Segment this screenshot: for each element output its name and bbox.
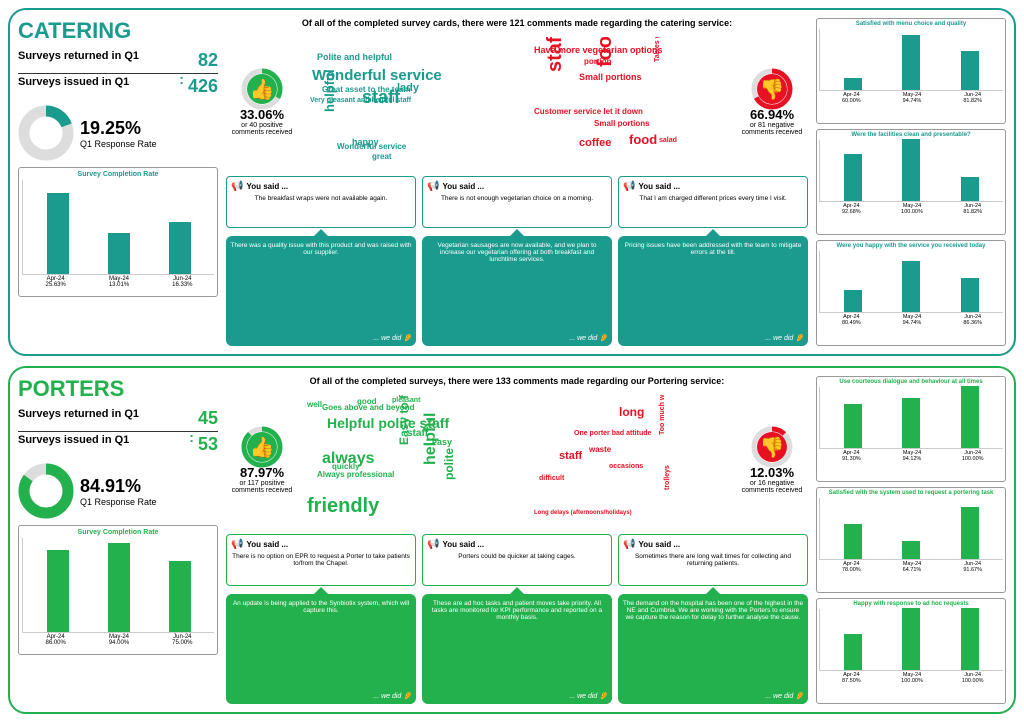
intro-text: Of all of the completed survey cards, th…	[226, 18, 808, 28]
right-chart-2: Happy with response to ad hoc requests A…	[816, 598, 1006, 704]
we-did-box: An update is being applied to the Synbio…	[226, 594, 416, 704]
feedback-column-1: You said ... Porters could be quicker at…	[422, 534, 612, 704]
we-did-box: Vegetarian sausages are now available, a…	[422, 236, 612, 346]
surveys-issued-row: Surveys issued in Q1:426	[18, 74, 218, 99]
surveys-returned-row: Surveys returned in Q182	[18, 48, 218, 74]
you-said-box: You said ... There is no option on EPR t…	[226, 534, 416, 586]
positive-sentiment: 👍 87.97% or 117 positive comments receiv…	[226, 426, 298, 494]
feedback-column-0: You said ... There is no option on EPR t…	[226, 534, 416, 704]
wordcloud-row: 👍 87.97% or 117 positive comments receiv…	[226, 390, 808, 530]
you-said-box: You said ... Sometimes there are long wa…	[618, 534, 808, 586]
right-chart-0: Satisfied with menu choice and quality A…	[816, 18, 1006, 124]
right-column: Use courteous dialogue and behaviour at …	[816, 376, 1006, 704]
porters-panel: PORTERS Surveys returned in Q145 Surveys…	[8, 366, 1016, 714]
feedback-column-2: You said ... Sometimes there are long wa…	[618, 534, 808, 704]
we-did-box: The demand on the hospital has been one …	[618, 594, 808, 704]
right-chart-1: Were the facilities clean and presentabl…	[816, 129, 1006, 235]
middle-column: Of all of the completed surveys, there w…	[226, 376, 808, 704]
section-title: CATERING	[18, 18, 218, 44]
completion-chart: Survey Completion Rate Apr-2486.00%May-2…	[18, 525, 218, 655]
completion-chart: Survey Completion Rate Apr-2425.63%May-2…	[18, 167, 218, 297]
we-did-box: Pricing issues have been addressed with …	[618, 236, 808, 346]
catering-panel: CATERING Surveys returned in Q182 Survey…	[8, 8, 1016, 356]
section-title: PORTERS	[18, 376, 218, 402]
we-did-box: These are ad hoc tasks and patient moves…	[422, 594, 612, 704]
right-chart-1: Satisfied with the system used to reques…	[816, 487, 1006, 593]
you-said-box: You said ... That I am charged different…	[618, 176, 808, 228]
middle-column: Of all of the completed survey cards, th…	[226, 18, 808, 346]
surveys-issued-row: Surveys issued in Q1:53	[18, 432, 218, 457]
you-said-box: You said ... Porters could be quicker at…	[422, 534, 612, 586]
wordcloud-row: 👍 33.06% or 40 positive comments receive…	[226, 32, 808, 172]
right-chart-2: Were you happy with the service you rece…	[816, 240, 1006, 346]
left-column: CATERING Surveys returned in Q182 Survey…	[18, 18, 218, 346]
response-rate-donut: 84.91%Q1 Response Rate	[18, 463, 218, 519]
negative-sentiment: 👎 12.03% or 16 negative comments receive…	[736, 426, 808, 494]
right-column: Satisfied with menu choice and quality A…	[816, 18, 1006, 346]
left-column: PORTERS Surveys returned in Q145 Surveys…	[18, 376, 218, 704]
feedback-row: You said ... The breakfast wraps were no…	[226, 176, 808, 346]
intro-text: Of all of the completed surveys, there w…	[226, 376, 808, 386]
right-chart-0: Use courteous dialogue and behaviour at …	[816, 376, 1006, 482]
feedback-column-2: You said ... That I am charged different…	[618, 176, 808, 346]
you-said-box: You said ... There is not enough vegetar…	[422, 176, 612, 228]
positive-sentiment: 👍 33.06% or 40 positive comments receive…	[226, 68, 298, 136]
feedback-column-0: You said ... The breakfast wraps were no…	[226, 176, 416, 346]
you-said-box: You said ... The breakfast wraps were no…	[226, 176, 416, 228]
negative-sentiment: 👎 66.94% or 81 negative comments receive…	[736, 68, 808, 136]
we-did-box: There was a quality issue with this prod…	[226, 236, 416, 346]
feedback-row: You said ... There is no option on EPR t…	[226, 534, 808, 704]
feedback-column-1: You said ... There is not enough vegetar…	[422, 176, 612, 346]
response-rate-donut: 19.25%Q1 Response Rate	[18, 105, 218, 161]
